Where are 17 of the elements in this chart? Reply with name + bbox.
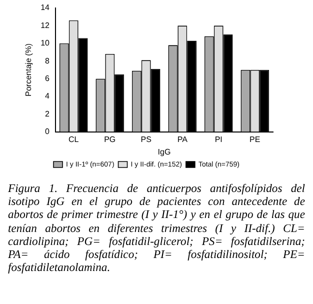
x-tick-label: PI — [214, 134, 222, 144]
x-tick-label: PE — [250, 134, 260, 144]
y-tick-label: 4 — [45, 92, 50, 101]
y-axis-title: Porcentaje (%) — [24, 43, 34, 96]
y-tick-label: 12 — [40, 20, 50, 30]
x-axis-title: IgG — [158, 147, 171, 156]
y-tick-label: 6 — [45, 74, 50, 83]
x-tick-label: PS — [140, 134, 152, 144]
y-tick-label: 14 — [40, 3, 50, 12]
y-tick-label: 10 — [40, 38, 50, 48]
y-tick-label: 8 — [45, 56, 50, 66]
x-tick-label: PA — [177, 134, 188, 144]
y-tick-label: 2 — [45, 109, 50, 118]
y-tick-label: 0 — [45, 127, 50, 136]
x-tick-label: PG — [104, 134, 116, 144]
text: Figura 1. Frecuencia de anticuerpos antifosfolípidos del isotipo IgG en el grupo de pacientes con antecedente de abortos de primer trimestre (I y II-1°) y en el grupo de las que tenían abortos en diferentes trimestres (I y II-dif.) CL= cardiolipina; PG= fosfatidil-glicerol; PS= fosfatidilserina; PA= ácido fosfatídico; PI= fosfatidilinositol; PE= fosfatidiletanolamina. — [7, 181, 306, 274]
x-tick-label: CL — [68, 134, 80, 144]
